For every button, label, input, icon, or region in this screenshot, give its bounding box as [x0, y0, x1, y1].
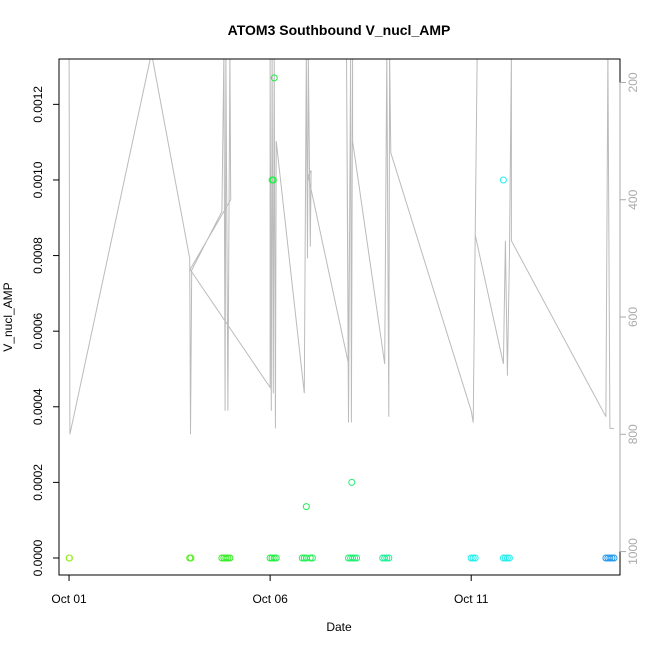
data-point-29 — [381, 554, 389, 562]
y-tick-label-5: 0.0010 — [31, 161, 45, 198]
x-axis: Oct 01 Oct 06 Oct 11 — [51, 574, 489, 606]
y-axis: 0.0000 0.0002 0.0004 0.0006 0.0008 0.0010 0.00… — [31, 86, 60, 576]
data-point-32 — [467, 554, 475, 562]
data-point-25 — [351, 554, 359, 562]
y2-axis: 200 400 600 800 1000 — [619, 72, 640, 565]
data-point-44 — [610, 554, 618, 562]
data-point-19 — [306, 554, 314, 562]
plot-area — [65, 59, 618, 562]
data-point-21 — [302, 503, 310, 511]
data-point-3 — [187, 554, 195, 562]
series-line — [68, 59, 614, 435]
y2-tick-label-4: 1000 — [626, 538, 640, 565]
data-point-37 — [503, 554, 511, 562]
data-point-33 — [469, 554, 477, 562]
y-tick-label-0: 0.0000 — [31, 539, 45, 576]
y-tick-label-1: 0.0002 — [31, 464, 45, 501]
data-point-27 — [348, 478, 356, 486]
data-point-8 — [226, 554, 234, 562]
data-point-38 — [505, 554, 513, 562]
data-point-34 — [471, 554, 479, 562]
data-point-15 — [270, 74, 278, 82]
x-tick-label-0: Oct 01 — [51, 592, 87, 606]
data-point-36 — [501, 554, 509, 562]
data-point-30 — [383, 554, 391, 562]
y-tick-label-3: 0.0006 — [31, 312, 45, 349]
y-tick-label-2: 0.0004 — [31, 388, 45, 425]
y2-tick-label-3: 800 — [626, 424, 640, 444]
chart-title: ATOM3 Southbound V_nucl_AMP — [228, 22, 451, 38]
data-point-31 — [385, 554, 393, 562]
y2-tick-label-2: 600 — [626, 307, 640, 327]
x-tick-label-1: Oct 06 — [252, 592, 288, 606]
data-point-24 — [349, 554, 357, 562]
data-point-16 — [298, 554, 306, 562]
data-point-7 — [224, 554, 232, 562]
y2-tick-label-1: 400 — [626, 189, 640, 209]
y-axis-label: V_nucl_AMP — [1, 282, 15, 351]
data-point-20 — [308, 554, 316, 562]
y-tick-label-6: 0.0012 — [31, 86, 45, 123]
data-point-10 — [268, 554, 276, 562]
x-tick-label-2: Oct 11 — [454, 592, 489, 606]
data-point-12 — [272, 554, 280, 562]
data-point-6 — [222, 554, 230, 562]
y-tick-label-4: 0.0008 — [31, 237, 45, 274]
data-point-43 — [608, 554, 616, 562]
y2-tick-label-0: 200 — [626, 72, 640, 92]
data-point-39 — [499, 176, 507, 184]
data-point-11 — [270, 554, 278, 562]
x-axis-label: Date — [326, 620, 352, 634]
data-point-42 — [606, 554, 614, 562]
data-point-1 — [66, 554, 73, 562]
data-point-14 — [269, 176, 277, 184]
data-point-26 — [353, 554, 361, 562]
